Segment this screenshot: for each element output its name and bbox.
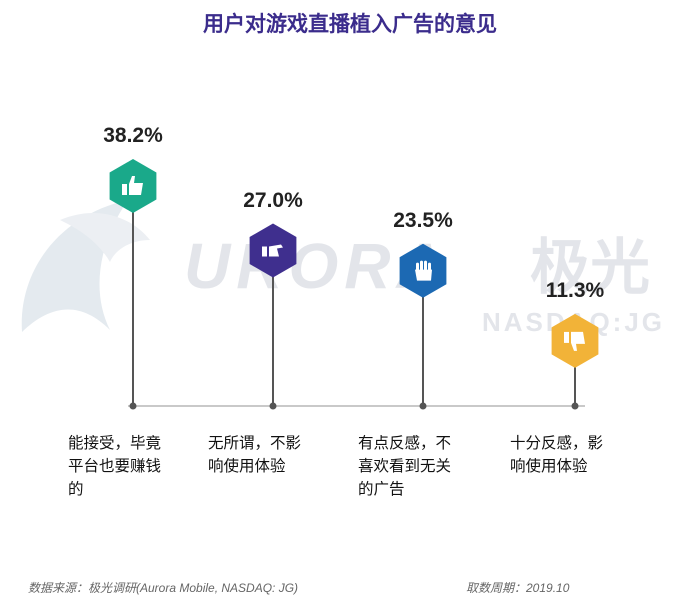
category-label-line: 有点反感，不	[358, 434, 452, 452]
category-label-line: 的	[68, 480, 84, 498]
category-label-line: 响使用体验	[510, 457, 588, 475]
category-label-line: 无所谓，不影	[208, 434, 302, 452]
category-label-line: 十分反感，影	[510, 434, 604, 452]
value-label: 23.5%	[393, 208, 453, 232]
category-label-line: 平台也要赚钱	[68, 457, 162, 475]
category-label-line: 喜欢看到无关	[358, 457, 452, 475]
category-label-line: 的广告	[358, 480, 405, 498]
source-note: 数据来源：极光调研(Aurora Mobile, NASDAQ: JG)	[28, 581, 299, 595]
thumbs-side-icon	[262, 244, 283, 257]
hexagon-marker-4	[551, 313, 599, 368]
hexagon-marker-2	[249, 223, 297, 278]
hexagon-marker-3	[399, 243, 447, 298]
watermark-brand: URORA	[184, 230, 449, 302]
watermark-brand-cn: 极光	[530, 233, 650, 303]
category-label: 十分反感，影 响使用体验	[510, 432, 640, 478]
value-label: 38.2%	[103, 124, 163, 147]
category-label-line: 能接受，毕竟	[68, 434, 162, 452]
value-label: 11.3%	[545, 278, 605, 302]
category-label: 有点反感，不 喜欢看到无关 的广告	[358, 432, 488, 501]
hand-wave-icon	[415, 260, 432, 281]
hexagon-marker-1	[109, 159, 157, 213]
axis-dot-3	[419, 402, 427, 410]
period-note: 取数周期：2019.10	[466, 581, 570, 595]
thumbs-up-icon	[122, 176, 143, 195]
category-label: 无所谓，不影 响使用体验	[208, 432, 338, 478]
category-label-line: 响使用体验	[208, 457, 286, 475]
page-title: 用户对游戏直播植入广告的意见	[203, 12, 497, 36]
thumbs-down-icon	[564, 331, 585, 351]
category-label: 能接受，毕竟 平台也要赚钱的	[68, 432, 198, 501]
axis-dot-4	[571, 402, 579, 410]
axis-dot-2	[269, 402, 277, 410]
axis-dot-1	[129, 402, 137, 410]
value-label: 27.0%	[243, 188, 303, 212]
